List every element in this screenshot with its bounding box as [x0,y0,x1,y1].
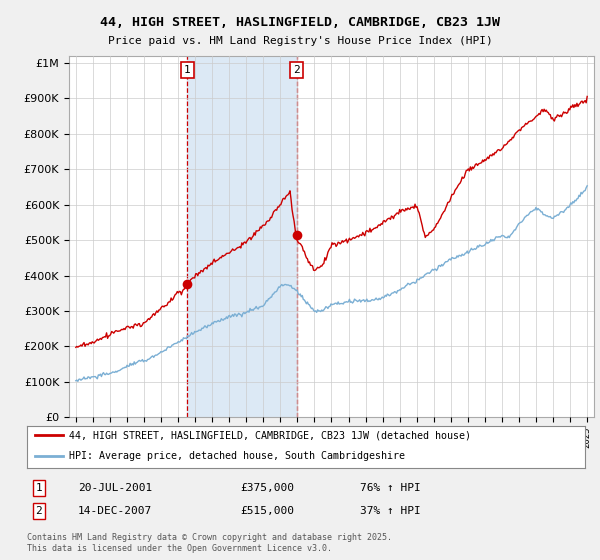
Text: 37% ↑ HPI: 37% ↑ HPI [360,506,421,516]
Text: 44, HIGH STREET, HASLINGFIELD, CAMBRIDGE, CB23 1JW: 44, HIGH STREET, HASLINGFIELD, CAMBRIDGE… [100,16,500,29]
Text: 2: 2 [35,506,43,516]
Text: HPI: Average price, detached house, South Cambridgeshire: HPI: Average price, detached house, Sout… [69,451,405,461]
Text: Price paid vs. HM Land Registry's House Price Index (HPI): Price paid vs. HM Land Registry's House … [107,36,493,46]
Text: 14-DEC-2007: 14-DEC-2007 [78,506,152,516]
Text: 20-JUL-2001: 20-JUL-2001 [78,483,152,493]
Bar [187,56,296,417]
Text: 2: 2 [293,65,300,75]
Text: £375,000: £375,000 [240,483,294,493]
Text: 1: 1 [35,483,43,493]
Text: £515,000: £515,000 [240,506,294,516]
Text: Contains HM Land Registry data © Crown copyright and database right 2025.
This d: Contains HM Land Registry data © Crown c… [27,533,392,553]
Text: 44, HIGH STREET, HASLINGFIELD, CAMBRIDGE, CB23 1JW (detached house): 44, HIGH STREET, HASLINGFIELD, CAMBRIDGE… [69,430,471,440]
Text: 76% ↑ HPI: 76% ↑ HPI [360,483,421,493]
Text: 1: 1 [184,65,191,75]
